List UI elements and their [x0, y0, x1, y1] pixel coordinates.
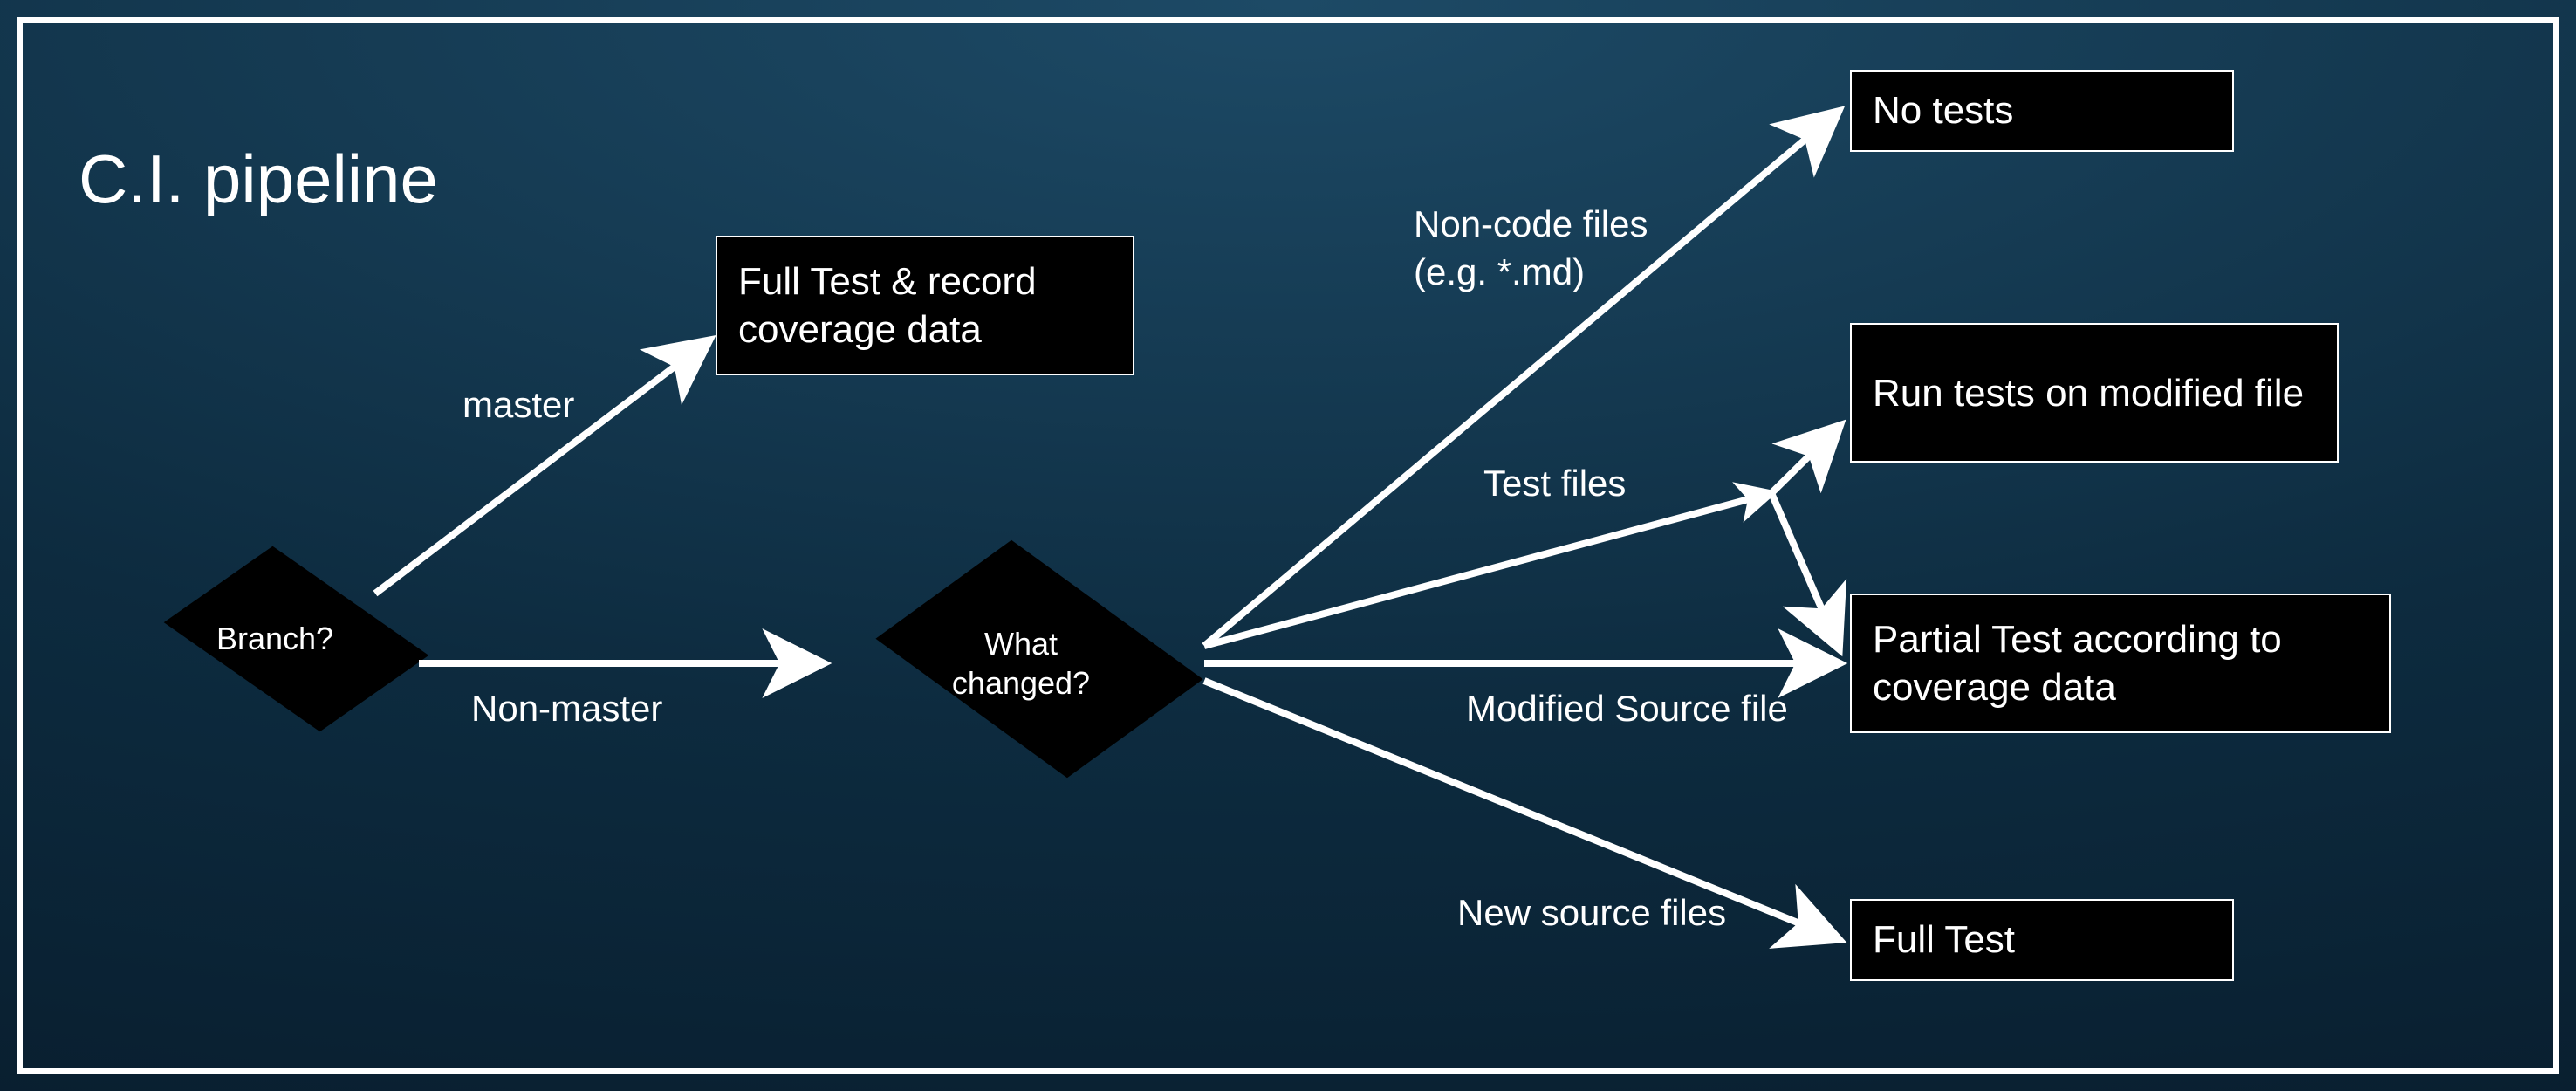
box-full-test: Full Test [1850, 899, 2234, 981]
box-run-tests-modified-label: Run tests on modified file [1873, 369, 2304, 417]
box-run-tests-modified: Run tests on modified file [1850, 323, 2339, 463]
box-no-tests-label: No tests [1873, 89, 2013, 133]
edge-non-code [1204, 113, 1836, 646]
box-full-test-record: Full Test & record coverage data [716, 236, 1134, 375]
label-master: master [462, 384, 574, 426]
box-full-test-label: Full Test [1873, 918, 2015, 962]
label-modified-source: Modified Source file [1466, 688, 1788, 730]
box-partial-test-label: Partial Test according to coverage data [1873, 615, 2368, 711]
edge-master [375, 342, 707, 594]
diamond-branch-label: Branch? [131, 552, 419, 726]
label-non-master: Non-master [471, 688, 662, 730]
edge-test-files-down [1771, 493, 1838, 646]
label-test-files: Test files [1483, 463, 1626, 504]
edge-test-files-up [1771, 428, 1838, 493]
box-no-tests: No tests [1850, 70, 2234, 152]
page-title: C.I. pipeline [79, 140, 438, 219]
label-new-source: New source files [1457, 892, 1726, 934]
diamond-what-changed-label: What changed? [838, 552, 1204, 775]
box-partial-test: Partial Test according to coverage data [1850, 594, 2391, 733]
label-non-code: Non-code files (e.g. *.md) [1414, 201, 1648, 296]
box-full-test-record-label: Full Test & record coverage data [738, 257, 1112, 353]
edge-test-files [1204, 493, 1771, 646]
